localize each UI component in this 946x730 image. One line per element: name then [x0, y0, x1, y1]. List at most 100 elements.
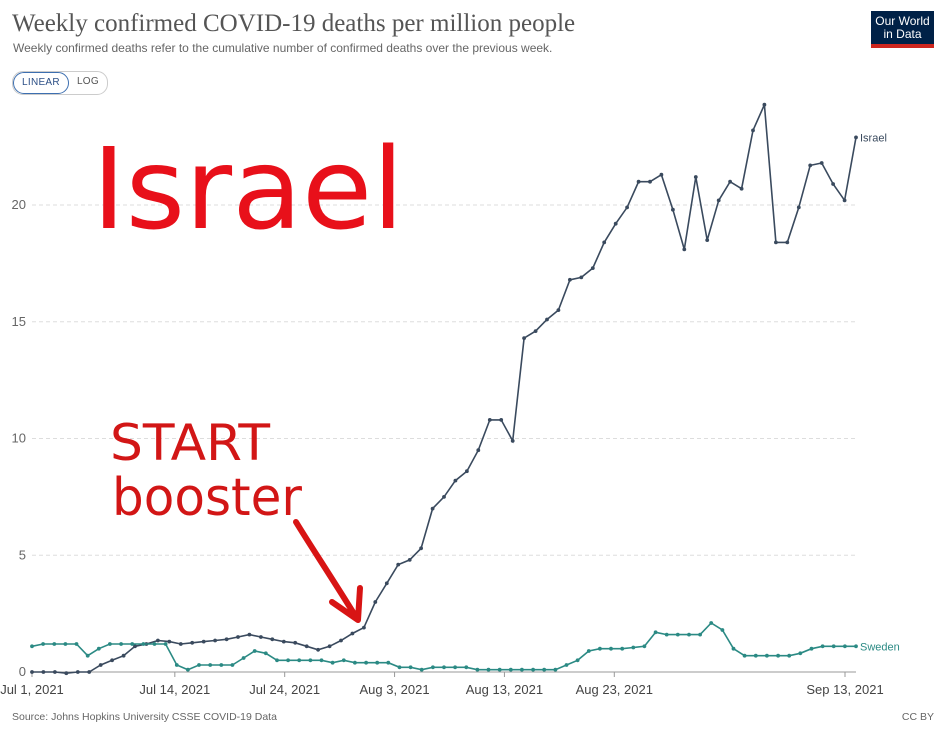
point-sweden-3[interactable] — [63, 642, 68, 646]
owid-logo[interactable]: Our World in Data — [871, 11, 934, 48]
point-sweden-30[interactable] — [364, 660, 368, 665]
point-israel-18[interactable] — [236, 635, 240, 639]
point-israel-47[interactable] — [568, 277, 572, 282]
point-israel-57[interactable] — [682, 247, 687, 252]
point-israel-14[interactable] — [190, 640, 195, 645]
point-sweden-27[interactable] — [330, 660, 335, 665]
point-sweden-14[interactable] — [186, 667, 190, 672]
point-sweden-0[interactable] — [30, 644, 34, 649]
point-israel-52[interactable] — [625, 205, 629, 210]
point-sweden-45[interactable] — [531, 667, 535, 672]
point-sweden-55[interactable] — [642, 644, 647, 649]
point-sweden-53[interactable] — [620, 646, 625, 651]
point-sweden-2[interactable] — [52, 642, 57, 646]
point-israel-26[interactable] — [327, 644, 332, 649]
point-sweden-56[interactable] — [653, 630, 658, 635]
point-israel-0[interactable] — [30, 670, 34, 674]
point-israel-67[interactable] — [796, 205, 801, 210]
point-sweden-36[interactable] — [431, 665, 435, 670]
point-sweden-39[interactable] — [464, 665, 469, 670]
point-israel-56[interactable] — [671, 207, 675, 212]
point-sweden-51[interactable] — [598, 646, 602, 651]
point-israel-72[interactable] — [854, 135, 858, 140]
point-israel-40[interactable] — [487, 418, 492, 422]
point-israel-4[interactable] — [75, 670, 80, 674]
point-israel-2[interactable] — [53, 670, 57, 674]
point-sweden-50[interactable] — [586, 649, 591, 653]
point-sweden-23[interactable] — [286, 658, 290, 663]
point-sweden-66[interactable] — [765, 653, 769, 658]
point-israel-36[interactable] — [442, 495, 446, 499]
point-israel-54[interactable] — [648, 179, 652, 184]
point-israel-24[interactable] — [304, 644, 309, 649]
point-israel-27[interactable] — [339, 638, 343, 643]
point-israel-12[interactable] — [167, 639, 172, 644]
point-sweden-31[interactable] — [375, 660, 380, 665]
point-israel-50[interactable] — [602, 240, 607, 245]
license-link[interactable]: CC BY — [901, 711, 934, 723]
point-sweden-42[interactable] — [497, 667, 502, 672]
point-sweden-64[interactable] — [742, 653, 747, 658]
point-israel-63[interactable] — [751, 128, 755, 133]
point-israel-70[interactable] — [831, 182, 835, 186]
point-israel-20[interactable] — [259, 635, 263, 639]
point-israel-33[interactable] — [407, 558, 412, 562]
point-sweden-13[interactable] — [174, 663, 179, 667]
point-sweden-54[interactable] — [631, 645, 636, 650]
point-sweden-63[interactable] — [731, 646, 736, 651]
point-israel-34[interactable] — [419, 546, 423, 551]
point-sweden-28[interactable] — [341, 658, 346, 663]
point-israel-15[interactable] — [201, 639, 206, 644]
point-sweden-21[interactable] — [263, 651, 268, 656]
point-israel-32[interactable] — [396, 562, 401, 567]
point-sweden-5[interactable] — [85, 653, 90, 658]
point-israel-8[interactable] — [121, 653, 126, 658]
point-sweden-24[interactable] — [297, 658, 302, 663]
point-israel-59[interactable] — [705, 238, 710, 243]
point-israel-30[interactable] — [373, 600, 378, 604]
point-israel-46[interactable] — [556, 308, 561, 312]
point-sweden-4[interactable] — [74, 642, 79, 646]
point-israel-62[interactable] — [739, 186, 744, 191]
point-sweden-40[interactable] — [475, 667, 480, 672]
point-israel-68[interactable] — [808, 163, 813, 168]
point-israel-41[interactable] — [499, 418, 504, 422]
series-label-sweden[interactable]: Sweden — [860, 641, 900, 653]
point-sweden-1[interactable] — [41, 642, 45, 646]
point-israel-49[interactable] — [590, 266, 595, 270]
point-israel-42[interactable] — [510, 439, 515, 443]
point-sweden-47[interactable] — [553, 667, 558, 672]
point-israel-51[interactable] — [613, 221, 618, 226]
point-sweden-65[interactable] — [753, 653, 758, 658]
point-israel-37[interactable] — [453, 478, 458, 483]
point-sweden-57[interactable] — [664, 632, 669, 637]
point-israel-43[interactable] — [522, 336, 526, 340]
point-sweden-12[interactable] — [163, 642, 168, 646]
point-sweden-37[interactable] — [442, 665, 446, 670]
point-israel-17[interactable] — [224, 637, 229, 642]
point-israel-22[interactable] — [281, 639, 286, 644]
point-sweden-72[interactable] — [831, 644, 836, 649]
point-israel-39[interactable] — [476, 448, 481, 453]
point-israel-35[interactable] — [430, 506, 435, 511]
point-sweden-61[interactable] — [709, 621, 714, 625]
point-sweden-22[interactable] — [275, 658, 279, 663]
point-sweden-74[interactable] — [854, 644, 858, 649]
point-sweden-38[interactable] — [453, 665, 457, 670]
point-sweden-17[interactable] — [219, 663, 224, 667]
linear-scale-button[interactable]: LINEAR — [13, 72, 69, 94]
point-israel-13[interactable] — [178, 642, 183, 646]
point-israel-71[interactable] — [842, 198, 847, 203]
point-sweden-44[interactable] — [520, 667, 524, 672]
series-line-sweden[interactable] — [31, 621, 856, 671]
point-israel-44[interactable] — [533, 329, 538, 333]
point-israel-69[interactable] — [819, 161, 824, 165]
point-israel-66[interactable] — [785, 240, 790, 245]
point-israel-53[interactable] — [636, 179, 641, 184]
point-sweden-69[interactable] — [798, 651, 803, 656]
point-sweden-8[interactable] — [119, 642, 123, 646]
point-israel-38[interactable] — [465, 469, 469, 474]
point-sweden-6[interactable] — [96, 646, 101, 651]
point-sweden-34[interactable] — [408, 665, 413, 670]
point-israel-3[interactable] — [64, 671, 69, 676]
